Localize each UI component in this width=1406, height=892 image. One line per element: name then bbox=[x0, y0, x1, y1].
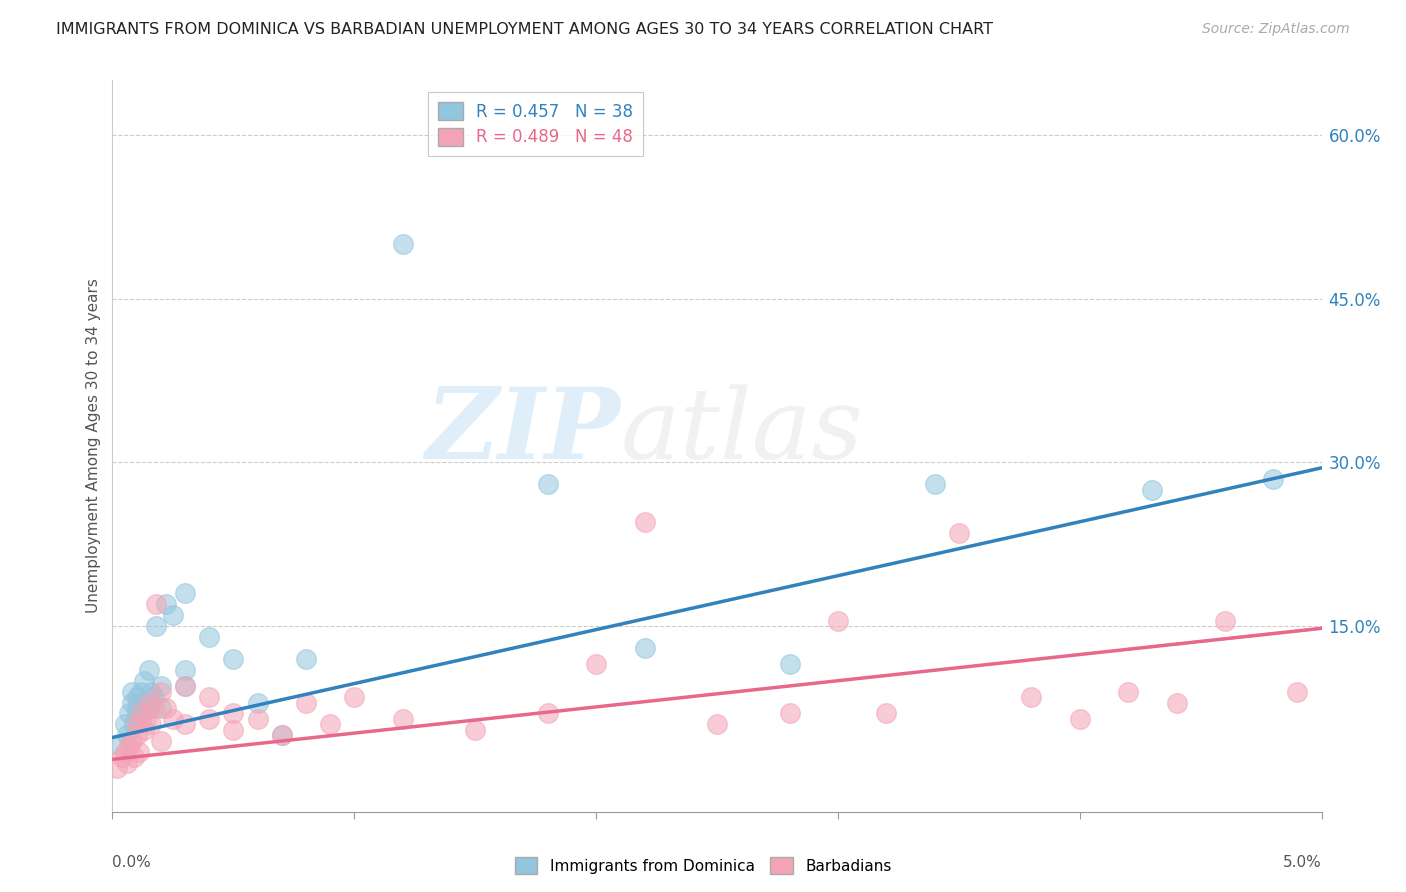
Point bbox=[222, 706, 245, 721]
Point bbox=[122, 750, 145, 764]
Point bbox=[295, 652, 318, 666]
Point bbox=[174, 586, 197, 600]
Point bbox=[141, 684, 163, 698]
Point bbox=[121, 684, 143, 698]
Point bbox=[128, 745, 150, 759]
Point bbox=[115, 756, 138, 770]
Point bbox=[1069, 712, 1091, 726]
Point bbox=[118, 706, 141, 721]
Point bbox=[633, 640, 655, 655]
Point bbox=[162, 712, 184, 726]
Point bbox=[135, 696, 157, 710]
Point bbox=[246, 696, 269, 710]
Point bbox=[537, 477, 560, 491]
Point bbox=[174, 679, 197, 693]
Point bbox=[537, 706, 560, 721]
Point bbox=[585, 657, 607, 672]
Point bbox=[706, 717, 728, 731]
Point bbox=[319, 717, 342, 731]
Point bbox=[1116, 684, 1139, 698]
Point bbox=[131, 706, 153, 721]
Point bbox=[125, 717, 148, 731]
Point bbox=[138, 696, 160, 710]
Point bbox=[1166, 696, 1188, 710]
Point bbox=[875, 706, 897, 721]
Point bbox=[174, 663, 197, 677]
Point bbox=[142, 701, 165, 715]
Point bbox=[132, 723, 155, 737]
Point bbox=[125, 690, 148, 704]
Text: 5.0%: 5.0% bbox=[1282, 855, 1322, 871]
Point bbox=[198, 630, 221, 644]
Point bbox=[125, 706, 148, 721]
Point bbox=[121, 696, 143, 710]
Point bbox=[114, 717, 136, 731]
Text: 0.0%: 0.0% bbox=[112, 855, 152, 871]
Point bbox=[145, 619, 167, 633]
Text: IMMIGRANTS FROM DOMINICA VS BARBADIAN UNEMPLOYMENT AMONG AGES 30 TO 34 YEARS COR: IMMIGRANTS FROM DOMINICA VS BARBADIAN UN… bbox=[56, 22, 993, 37]
Point bbox=[779, 706, 801, 721]
Point bbox=[174, 717, 197, 731]
Point bbox=[174, 679, 197, 693]
Point bbox=[111, 750, 134, 764]
Point bbox=[131, 684, 153, 698]
Point bbox=[343, 690, 366, 704]
Text: atlas: atlas bbox=[620, 384, 863, 479]
Y-axis label: Unemployment Among Ages 30 to 34 years: Unemployment Among Ages 30 to 34 years bbox=[86, 278, 101, 614]
Point bbox=[155, 701, 177, 715]
Text: ZIP: ZIP bbox=[426, 384, 620, 480]
Point bbox=[270, 728, 292, 742]
Point bbox=[115, 728, 138, 742]
Point bbox=[142, 690, 165, 704]
Point bbox=[105, 761, 128, 775]
Point bbox=[149, 684, 172, 698]
Point bbox=[122, 717, 145, 731]
Point bbox=[779, 657, 801, 672]
Point bbox=[149, 679, 172, 693]
Point bbox=[1263, 472, 1285, 486]
Point bbox=[121, 733, 143, 747]
Point bbox=[162, 608, 184, 623]
Point bbox=[138, 701, 160, 715]
Point bbox=[464, 723, 486, 737]
Text: Source: ZipAtlas.com: Source: ZipAtlas.com bbox=[1202, 22, 1350, 37]
Point bbox=[145, 597, 167, 611]
Point bbox=[118, 739, 141, 754]
Point bbox=[149, 733, 172, 747]
Point bbox=[391, 712, 413, 726]
Legend: Immigrants from Dominica, Barbadians: Immigrants from Dominica, Barbadians bbox=[509, 851, 897, 880]
Point bbox=[222, 723, 245, 737]
Point bbox=[125, 701, 148, 715]
Point bbox=[1021, 690, 1043, 704]
Point bbox=[131, 712, 153, 726]
Point bbox=[222, 652, 245, 666]
Point bbox=[198, 690, 221, 704]
Point bbox=[114, 745, 136, 759]
Point bbox=[1213, 614, 1236, 628]
Point bbox=[135, 712, 157, 726]
Point bbox=[295, 696, 318, 710]
Point bbox=[138, 663, 160, 677]
Point bbox=[132, 673, 155, 688]
Point bbox=[391, 237, 413, 252]
Point bbox=[270, 728, 292, 742]
Point bbox=[246, 712, 269, 726]
Point bbox=[125, 728, 148, 742]
Point bbox=[108, 739, 131, 754]
Legend: R = 0.457   N = 38, R = 0.489   N = 48: R = 0.457 N = 38, R = 0.489 N = 48 bbox=[427, 92, 644, 156]
Point bbox=[198, 712, 221, 726]
Point bbox=[149, 701, 172, 715]
Point bbox=[155, 597, 177, 611]
Point bbox=[924, 477, 946, 491]
Point bbox=[1286, 684, 1309, 698]
Point bbox=[633, 516, 655, 530]
Point bbox=[1142, 483, 1164, 497]
Point bbox=[948, 526, 970, 541]
Point bbox=[141, 717, 163, 731]
Point bbox=[827, 614, 849, 628]
